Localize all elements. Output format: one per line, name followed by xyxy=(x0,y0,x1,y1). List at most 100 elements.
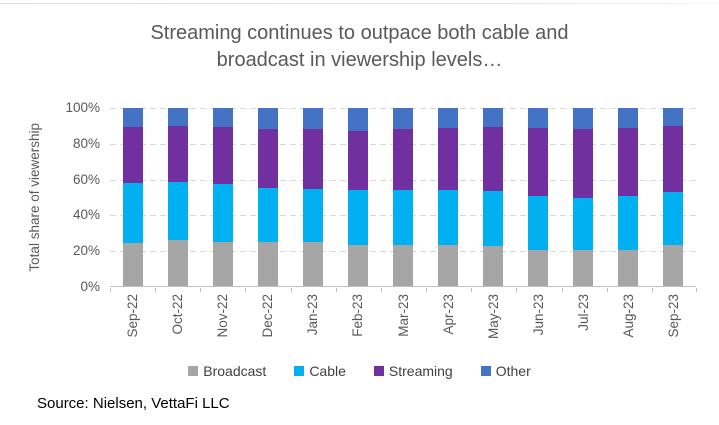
legend-label: Other xyxy=(495,363,531,379)
x-tick-label: May-23 xyxy=(485,294,501,340)
bar-segment-other xyxy=(483,108,504,127)
bar-segment-streaming xyxy=(122,126,143,183)
stacked-bar-apr-23 xyxy=(438,108,459,286)
bar-segment-streaming xyxy=(393,129,413,190)
y-tick-label: 20% xyxy=(72,243,100,259)
plot-area xyxy=(110,108,696,287)
legend-item-cable: Cable xyxy=(294,363,346,379)
y-tick-label: 0% xyxy=(80,279,100,294)
x-axis-tick-marks xyxy=(110,287,697,292)
x-tick-label: Feb-23 xyxy=(350,294,366,337)
legend-item-broadcast: Broadcast xyxy=(188,363,266,379)
bar-segment-broadcast xyxy=(393,245,413,286)
bar-segment-other xyxy=(167,108,188,126)
stacked-bar-jul-23 xyxy=(573,108,594,286)
bar-segment-other xyxy=(347,108,368,132)
y-tick-label: 80% xyxy=(72,135,100,151)
bar-segment-other xyxy=(257,108,278,130)
legend-label: Streaming xyxy=(388,363,453,379)
stacked-bar-nov-22 xyxy=(212,108,233,286)
bar-segment-cable xyxy=(438,189,459,246)
legend-swatch-broadcast-icon xyxy=(188,366,199,376)
x-tick-label: Sep-22 xyxy=(125,294,141,338)
legend-item-streaming: Streaming xyxy=(373,363,453,379)
x-label-cell: Apr-23 xyxy=(426,294,471,362)
x-tick-label: Dec-22 xyxy=(260,294,276,338)
bar-segment-broadcast xyxy=(257,242,278,286)
bar-segment-cable xyxy=(167,181,188,240)
chart-title: Streaming continues to outpace both cabl… xyxy=(0,20,719,74)
x-tick-label: Jan-23 xyxy=(305,294,321,336)
chart-title-line2: broadcast in viewership levels… xyxy=(216,49,503,71)
x-label-cell: Nov-22 xyxy=(200,294,245,362)
y-tick-label: 100% xyxy=(65,100,100,115)
x-tick-mark xyxy=(606,288,608,292)
bar-segment-cable xyxy=(573,197,594,251)
bar-segment-other xyxy=(122,108,143,127)
y-tick-label: 60% xyxy=(72,171,100,187)
x-tick-label: Aug-23 xyxy=(620,294,636,338)
x-tick-mark xyxy=(110,288,111,292)
chart-title-line1: Streaming continues to outpace both cabl… xyxy=(150,22,569,44)
stacked-bar-dec-22 xyxy=(257,108,278,286)
x-tick-label: Jun-23 xyxy=(530,294,546,336)
bar-segment-broadcast xyxy=(122,243,143,286)
x-label-cell: May-23 xyxy=(471,294,516,362)
stacked-bar-aug-23 xyxy=(618,108,639,286)
x-label-cell: Sep-22 xyxy=(110,294,155,362)
bar-segment-streaming xyxy=(302,129,323,189)
legend-swatch-other-icon xyxy=(480,366,491,376)
bar-segment-broadcast xyxy=(167,239,188,286)
stacked-bar-may-23 xyxy=(483,108,504,286)
bar-segment-cable xyxy=(393,189,413,246)
x-tick-mark xyxy=(651,288,653,292)
bar-segment-broadcast xyxy=(212,241,233,286)
bar-segment-other xyxy=(573,108,594,129)
x-tick-label: Sep-23 xyxy=(665,294,681,338)
x-tick-mark xyxy=(380,288,382,292)
bar-segment-cable xyxy=(483,190,504,246)
bar-segment-streaming xyxy=(212,126,233,184)
x-label-cell: Jun-23 xyxy=(516,294,561,362)
stacked-bar-jun-23 xyxy=(528,108,549,286)
x-tick-mark xyxy=(516,288,518,292)
x-tick-mark xyxy=(155,288,157,292)
x-label-cell: Dec-22 xyxy=(245,294,290,362)
x-tick-mark xyxy=(200,288,202,292)
x-label-cell: Sep-23 xyxy=(651,294,696,362)
legend-swatch-cable-icon xyxy=(294,366,305,376)
legend-item-other: Other xyxy=(480,363,531,379)
x-tick-mark xyxy=(245,288,247,292)
bar-segment-cable xyxy=(618,196,639,250)
bar-segment-broadcast xyxy=(483,245,504,286)
bar-segment-other xyxy=(302,108,323,130)
bar-segment-broadcast xyxy=(528,249,549,286)
x-tick-label: Apr-23 xyxy=(440,294,456,335)
y-axis-tick-labels: 0% 20% 40% 60% 80% 100% xyxy=(40,0,100,425)
x-axis-tick-labels: Sep-22 Oct-22 Nov-22 Dec-22 Jan-23 Feb-23 Mar-… xyxy=(110,294,696,362)
bar-segment-streaming xyxy=(618,127,639,197)
bar-segment-broadcast xyxy=(618,249,639,286)
x-label-cell: Jan-23 xyxy=(290,294,335,362)
x-label-cell: Feb-23 xyxy=(335,294,380,362)
bar-segment-streaming xyxy=(483,126,504,191)
bar-segment-broadcast xyxy=(347,245,368,286)
x-label-cell: Aug-23 xyxy=(606,294,651,362)
x-tick-label: Mar-23 xyxy=(395,294,411,337)
x-tick-mark xyxy=(335,288,337,292)
x-tick-label: Nov-22 xyxy=(215,294,231,338)
y-tick-label: 40% xyxy=(72,207,100,223)
bar-segment-cable xyxy=(663,191,684,246)
bar-segment-streaming xyxy=(663,125,684,192)
bar-segment-broadcast xyxy=(438,245,459,286)
bar-segment-broadcast xyxy=(302,242,323,286)
bar-segment-broadcast xyxy=(573,250,594,286)
chart-legend: Broadcast Cable Streaming Other xyxy=(0,363,719,379)
stacked-bar-feb-23 xyxy=(347,108,368,286)
legend-label: Broadcast xyxy=(203,363,267,379)
bar-segment-streaming xyxy=(167,125,188,182)
bar-segment-other xyxy=(212,108,233,127)
stacked-bar-sep-22 xyxy=(122,108,143,286)
x-tick-mark xyxy=(290,288,292,292)
legend-swatch-streaming-icon xyxy=(373,366,384,376)
